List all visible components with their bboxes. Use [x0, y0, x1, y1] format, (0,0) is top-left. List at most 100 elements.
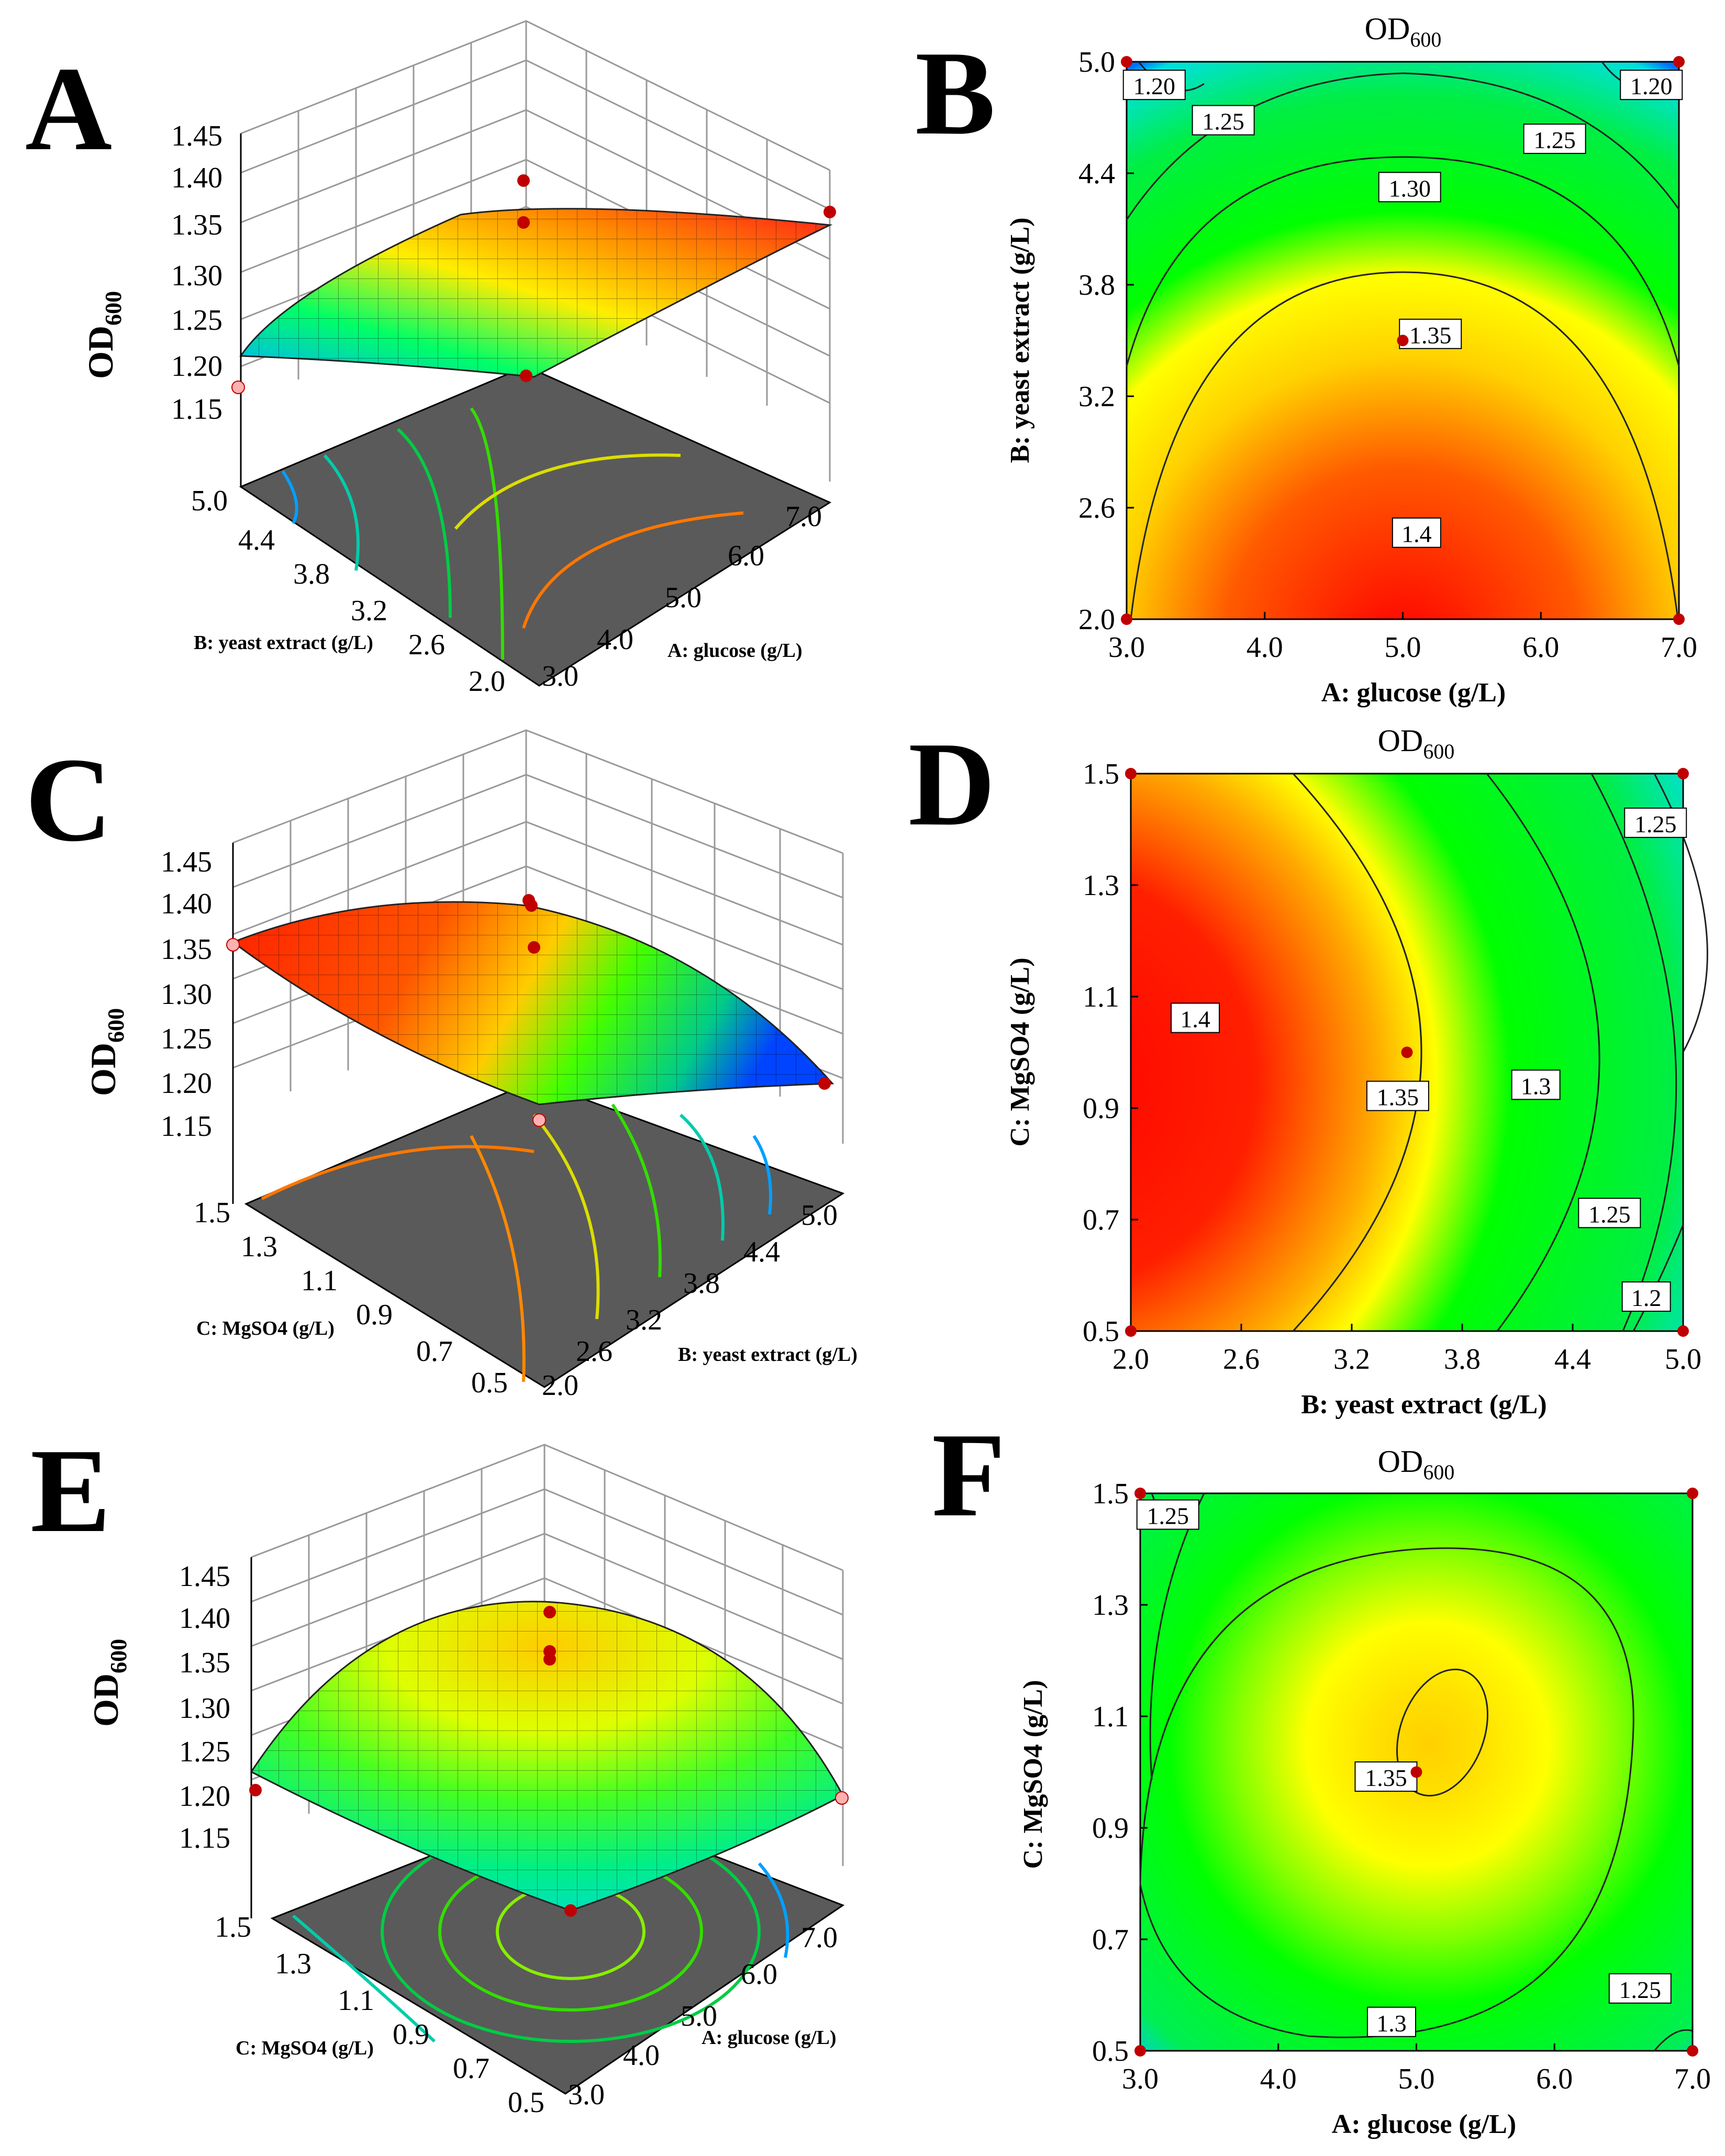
panel-c-z-tick: 1.35: [161, 933, 212, 966]
panel-c-z-tick: 1.45: [161, 846, 212, 878]
panel-d-y-tick-label: 0.9: [1083, 1092, 1119, 1125]
panel-b-x-tick-label: 7.0: [1661, 631, 1697, 664]
panel-e-y-tick: 1.5: [215, 1911, 251, 1943]
panel-e-x-tick: 3.0: [568, 2079, 605, 2111]
panel-letter-f: F: [932, 1408, 1006, 1541]
panel-c-design-point: [525, 899, 538, 912]
panel-d-contour-label: 1.35: [1377, 1084, 1419, 1111]
panel-d-x-tick-label: 5.0: [1665, 1343, 1701, 1376]
panel-b-y-tick-label: 2.0: [1078, 604, 1115, 636]
panel-c-x-tick: 5.0: [801, 1199, 838, 1232]
panel-d-x-label: B: yeast extract (g/L): [1301, 1390, 1546, 1420]
panel-e-z-tick: 1.40: [179, 1602, 230, 1635]
panel-f-y-tick-label: 1.1: [1092, 1701, 1129, 1733]
panel-f-title: OD600: [1378, 1444, 1455, 1484]
panel-d-design-point: [1677, 768, 1689, 779]
panel-f-x-tick-label: 4.0: [1260, 2063, 1297, 2095]
panel-c-design-point: [532, 1113, 546, 1127]
panel-e-z-tick: 1.35: [179, 1647, 230, 1679]
panel-b-contour-labels: 1.20 1.20 1.25 1.25 1.30 1.35 1.4: [1122, 70, 1683, 548]
panel-a-y-tick: 2.0: [469, 665, 505, 698]
panel-d-y-label: C: MgSO4 (g/L): [1005, 957, 1035, 1146]
panel-f-points: [1134, 1488, 1698, 2057]
panel-d-x-tick-label: 2.6: [1223, 1343, 1260, 1376]
panel-b-y-label: B: yeast extract (g/L): [1005, 217, 1035, 463]
panel-d-contour-labels: 1.25 1.4 1.35 1.3 1.25 1.2: [1171, 807, 1687, 1312]
panel-d-y-tick-label: 1.1: [1083, 981, 1119, 1013]
panel-a-design-point: [517, 174, 530, 187]
panel-e-z-tick: 1.25: [179, 1736, 230, 1768]
panel-d-x-tick-label: 2.0: [1112, 1343, 1149, 1376]
panel-f-y-tick-label: 0.7: [1092, 1924, 1129, 1956]
panel-b-design-point: [1673, 56, 1685, 68]
panel-d-y-tick-label: 0.7: [1083, 1204, 1119, 1236]
panel-f-x-tick-label: 3.0: [1122, 2063, 1159, 2095]
panel-c-x-tick: 3.8: [683, 1267, 720, 1300]
panel-e-y-tick: 0.7: [453, 2052, 489, 2085]
panel-c-design-point: [818, 1077, 831, 1090]
panel-e-z-tick: 1.20: [179, 1780, 230, 1813]
panel-e-x-tick: 6.0: [741, 1958, 777, 1991]
panel-d-contour-label: 1.2: [1631, 1284, 1662, 1311]
panel-b-contour-label: 1.20: [1133, 73, 1176, 99]
panel-c-y-tick: 0.7: [416, 1335, 453, 1368]
panel-e-x-tick: 7.0: [801, 1922, 838, 1954]
panel-d-x-tick-label: 3.2: [1333, 1343, 1370, 1376]
panel-e-y-tick: 0.9: [393, 2018, 429, 2051]
panel-f-contour-label-box: [1608, 1973, 1672, 2004]
panel-b-design-point: [1121, 613, 1132, 625]
panel-c-surface-plot: 1.45 1.40 1.35 1.30 1.25 1.20 1.15 OD600…: [83, 729, 858, 1402]
panel-b-x-tick-label: 6.0: [1522, 631, 1559, 664]
panel-f-contour-label-box: [1367, 2006, 1417, 2037]
panel-c-z-label: OD600: [83, 1008, 129, 1096]
panel-f-design-point: [1687, 2045, 1698, 2057]
panel-c-x-tick: 2.6: [576, 1335, 613, 1368]
panel-a-y-tick: 5.0: [191, 485, 228, 517]
panel-letter-d: D: [908, 717, 995, 851]
panel-f-x-tick-label: 5.0: [1398, 2063, 1435, 2095]
panel-a-z-tick: 1.40: [171, 162, 222, 194]
panel-a-y-label: B: yeast extract (g/L): [194, 632, 373, 654]
panel-a-design-point: [520, 370, 532, 382]
panel-a-x-tick: 6.0: [728, 540, 764, 572]
panel-b-contour-label: 1.30: [1388, 175, 1431, 202]
panel-b-contour-label: 1.25: [1533, 127, 1576, 153]
panel-a-x-label: A: glucose (g/L): [667, 640, 803, 662]
panel-b-y-tick-label: 4.4: [1078, 158, 1115, 190]
panel-c-design-point: [226, 938, 240, 952]
panel-f-y-tick-label: 1.5: [1092, 1478, 1129, 1510]
panel-b-contour-label-box: [1523, 124, 1586, 154]
panel-c-y-tick: 1.1: [301, 1265, 338, 1297]
panel-b-contour-label: 1.25: [1202, 108, 1244, 135]
panel-a-design-point: [517, 216, 530, 229]
panel-f-y-tick-label: 1.3: [1092, 1589, 1129, 1622]
panel-c-z-tick: 1.15: [161, 1110, 212, 1143]
panel-f-design-point: [1134, 1488, 1146, 1499]
panel-a-z-tick: 1.25: [171, 304, 222, 337]
panel-a-x-tick: 5.0: [665, 582, 702, 614]
panel-d-contour-label: 1.4: [1180, 1006, 1210, 1033]
panel-d-y-tick-label: 1.3: [1083, 869, 1119, 902]
panel-e-design-point: [835, 1791, 849, 1805]
panel-b-design-point: [1121, 56, 1132, 68]
panel-a-design-point: [823, 206, 836, 218]
panel-b-design-point: [1673, 613, 1685, 625]
panel-c-y-tick: 1.5: [194, 1197, 230, 1229]
panel-e-design-point: [564, 1904, 577, 1917]
panel-b-contour-label-box: [1392, 517, 1441, 548]
panel-f-y-tick-label: 0.5: [1092, 2035, 1129, 2068]
panel-b-x-label: A: glucose (g/L): [1321, 678, 1506, 708]
panel-b-contour-label: 1.20: [1630, 73, 1673, 99]
panel-d-y-tick-label: 0.5: [1083, 1315, 1119, 1348]
panel-e-design-point: [249, 1784, 262, 1796]
panel-e-design-point: [543, 1653, 556, 1666]
panel-d-contour-label-box: [1366, 1080, 1429, 1111]
panel-b-title: OD600: [1365, 12, 1442, 51]
panel-letter-e: E: [30, 1424, 110, 1557]
panel-e-x-tick: 5.0: [681, 2000, 717, 2032]
panel-c-z-tick: 1.20: [161, 1067, 212, 1100]
panel-c-z-tick: 1.30: [161, 978, 212, 1011]
panel-c-y-tick: 0.9: [356, 1299, 393, 1331]
panel-c-x-tick: 2.0: [542, 1369, 578, 1402]
panel-f-y-label: C: MgSO4 (g/L): [1018, 1680, 1048, 1869]
